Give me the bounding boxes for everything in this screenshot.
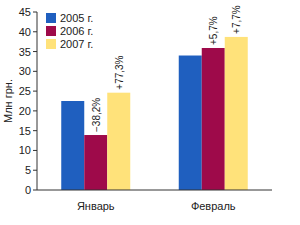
y-tick bbox=[33, 150, 37, 151]
y-tick-label: 30 bbox=[19, 65, 31, 77]
y-tick-label: 35 bbox=[19, 46, 31, 58]
y-tick-label: 45 bbox=[19, 6, 31, 18]
legend-label: 2006 г. bbox=[60, 25, 93, 37]
bars bbox=[61, 37, 248, 190]
y-tick bbox=[33, 51, 37, 52]
bar bbox=[107, 93, 130, 190]
y-tick bbox=[33, 91, 37, 92]
annotation: +5,7% bbox=[208, 16, 219, 45]
y-tick bbox=[33, 71, 37, 72]
bar bbox=[84, 135, 107, 190]
y-tick bbox=[33, 12, 37, 13]
y-tick bbox=[33, 31, 37, 32]
y-tick-label: 0 bbox=[25, 184, 31, 196]
annotation: +7,7% bbox=[231, 5, 242, 34]
legend-swatch bbox=[46, 39, 56, 49]
y-axis-label: Млн грн. bbox=[2, 79, 14, 123]
y-tick bbox=[33, 190, 37, 191]
bar bbox=[225, 37, 248, 190]
x-tick-label: Январь bbox=[77, 200, 115, 212]
annotation: −38,2% bbox=[91, 98, 102, 132]
x-axis bbox=[37, 190, 272, 191]
chart-root: Млн грн. 0 5 10 15 20 25 30 35 40 45 Январь Февраль −… bbox=[0, 0, 300, 225]
legend-label: 2005 г. bbox=[60, 12, 93, 24]
y-tick bbox=[33, 130, 37, 131]
y-tick bbox=[33, 170, 37, 171]
y-tick-label: 10 bbox=[19, 144, 31, 156]
y-tick bbox=[33, 110, 37, 111]
legend-swatch bbox=[46, 26, 56, 36]
bar bbox=[179, 56, 202, 190]
bar bbox=[202, 48, 225, 190]
y-tick-label: 15 bbox=[19, 125, 31, 137]
y-tick-label: 40 bbox=[19, 26, 31, 38]
annotation: +77,3% bbox=[114, 55, 125, 89]
x-tick-label: Февраль bbox=[191, 200, 236, 212]
y-axis bbox=[37, 12, 38, 190]
y-tick-label: 20 bbox=[19, 105, 31, 117]
legend-label: 2007 г. bbox=[60, 38, 93, 50]
y-tick-label: 5 bbox=[25, 164, 31, 176]
chart-svg: Млн грн. 0 5 10 15 20 25 30 35 40 45 Январь Февраль −… bbox=[0, 0, 300, 225]
y-tick-label: 25 bbox=[19, 85, 31, 97]
legend-swatch bbox=[46, 13, 56, 23]
bar bbox=[61, 101, 84, 190]
